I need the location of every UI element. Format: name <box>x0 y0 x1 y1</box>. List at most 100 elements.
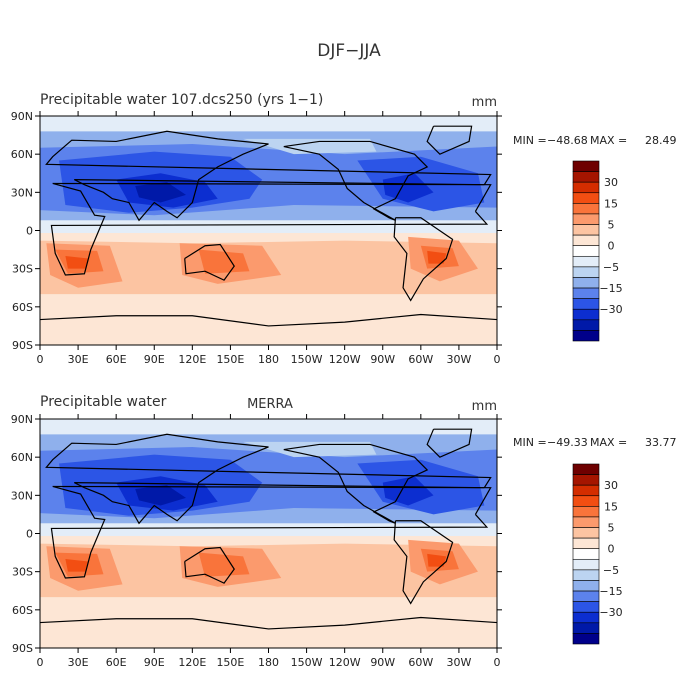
coastlines <box>40 428 497 630</box>
colorbar-swatch <box>572 160 600 172</box>
field-contour <box>427 250 447 264</box>
field-contour <box>135 182 186 203</box>
y-tick-label: 30S <box>12 566 33 579</box>
field-contour <box>382 476 434 506</box>
y-tick-label: 60N <box>11 148 33 161</box>
colorbar-swatch <box>572 516 600 528</box>
colorbar-swatch <box>572 192 600 204</box>
x-tick-label: 30E <box>68 353 89 366</box>
colorbar-swatch <box>572 495 600 507</box>
x-tick-label: 30W <box>446 656 471 669</box>
colorbar-swatch <box>572 330 600 342</box>
colorbar-label: −5 <box>603 261 619 274</box>
coastline <box>50 485 492 579</box>
x-tick-label: 90E <box>144 656 165 669</box>
colorbar-swatch <box>572 537 600 550</box>
colorbar-label: −30 <box>599 303 622 316</box>
coastline <box>40 616 497 630</box>
field-contour <box>427 553 447 567</box>
y-tick-label: 0 <box>26 528 33 541</box>
y-tick-label: 60N <box>11 451 33 464</box>
field-contour <box>40 220 497 234</box>
x-tick-label: 120E <box>178 353 206 366</box>
colorbar-swatch <box>572 203 600 215</box>
x-tick-label: 150W <box>291 656 323 669</box>
x-tick-label: 0 <box>37 353 44 366</box>
map-field <box>40 419 497 648</box>
x-tick-label: 120W <box>329 353 361 366</box>
colorbar-label: 15 <box>604 197 618 210</box>
panel-bottom: Precipitable water MERRA mm MIN = −49.33… <box>11 394 677 669</box>
field-contour <box>243 138 377 155</box>
field-contour <box>135 485 186 506</box>
coastline <box>45 433 492 525</box>
colorbar-swatch <box>572 527 600 539</box>
colorbar-swatch <box>572 266 600 278</box>
x-tick-label: 150W <box>291 353 323 366</box>
panel-top: Precipitable water 107.dcs250 (yrs 1−1) … <box>11 92 677 366</box>
colorbar-swatch <box>572 569 600 581</box>
colorbar-swatch <box>572 255 600 268</box>
min-value: −48.68 <box>547 134 588 147</box>
colorbar-swatch <box>572 181 600 194</box>
colorbar-swatch <box>572 171 600 183</box>
panel-title: Precipitable water 107.dcs250 (yrs 1−1) <box>40 92 323 108</box>
y-tick-label: 30S <box>12 263 33 276</box>
field-contour <box>40 622 497 648</box>
colorbar-swatch <box>572 601 600 613</box>
x-tick-label: 150E <box>216 353 244 366</box>
field-contour <box>198 552 250 577</box>
field-contour <box>40 319 497 345</box>
field-contour <box>40 424 497 435</box>
coastline <box>40 313 497 327</box>
colorbar-label: −30 <box>599 606 622 619</box>
x-tick-label: 60E <box>106 656 127 669</box>
coastline <box>184 546 235 584</box>
units-label: mm <box>472 95 497 110</box>
x-tick-label: 90W <box>370 656 395 669</box>
coastline <box>283 443 429 524</box>
y-tick-label: 60S <box>12 301 33 314</box>
colorbar-label: 30 <box>604 176 618 189</box>
panel-center-label: MERRA <box>247 397 293 412</box>
colorbar-label: 5 <box>608 219 615 232</box>
colorbar-swatch <box>572 319 600 331</box>
coastlines <box>40 125 497 327</box>
colorbar-swatch <box>572 287 600 299</box>
coastline <box>283 140 429 221</box>
colorbar-label: 15 <box>604 500 618 513</box>
field-contour <box>40 121 497 132</box>
min-label: MIN = <box>513 436 547 449</box>
panel-title: Precipitable water <box>40 394 167 410</box>
y-tick-label: 90N <box>11 110 33 123</box>
y-tick-label: 60S <box>12 604 33 617</box>
colorbar-label: 0 <box>608 543 615 556</box>
figure-title: DJF−JJA <box>317 41 381 61</box>
coastline <box>426 125 473 155</box>
y-tick-label: 30N <box>11 489 33 502</box>
colorbar-swatch <box>572 633 600 645</box>
colorbar-label: 30 <box>604 479 618 492</box>
colorbar-swatch <box>572 234 600 247</box>
y-tick-label: 0 <box>26 225 33 238</box>
map-field <box>40 116 497 345</box>
colorbar-label: 5 <box>608 522 615 535</box>
colorbar-swatch <box>572 558 600 571</box>
colorbar-swatch <box>572 506 600 518</box>
max-label: MAX = <box>590 134 627 147</box>
field-contour <box>243 441 377 458</box>
x-tick-label: 120W <box>329 656 361 669</box>
min-label: MIN = <box>513 134 547 147</box>
x-tick-label: 0 <box>37 656 44 669</box>
max-value: 33.77 <box>645 436 677 449</box>
coastline <box>393 217 454 302</box>
colorbar-swatch <box>572 245 600 257</box>
field-contour <box>382 173 434 203</box>
colorbar-swatch <box>572 224 600 236</box>
coastline <box>50 182 492 276</box>
colorbar-label: −5 <box>603 564 619 577</box>
colorbar-swatch <box>572 474 600 486</box>
colorbar-swatch <box>572 277 600 289</box>
coastline <box>184 243 235 281</box>
